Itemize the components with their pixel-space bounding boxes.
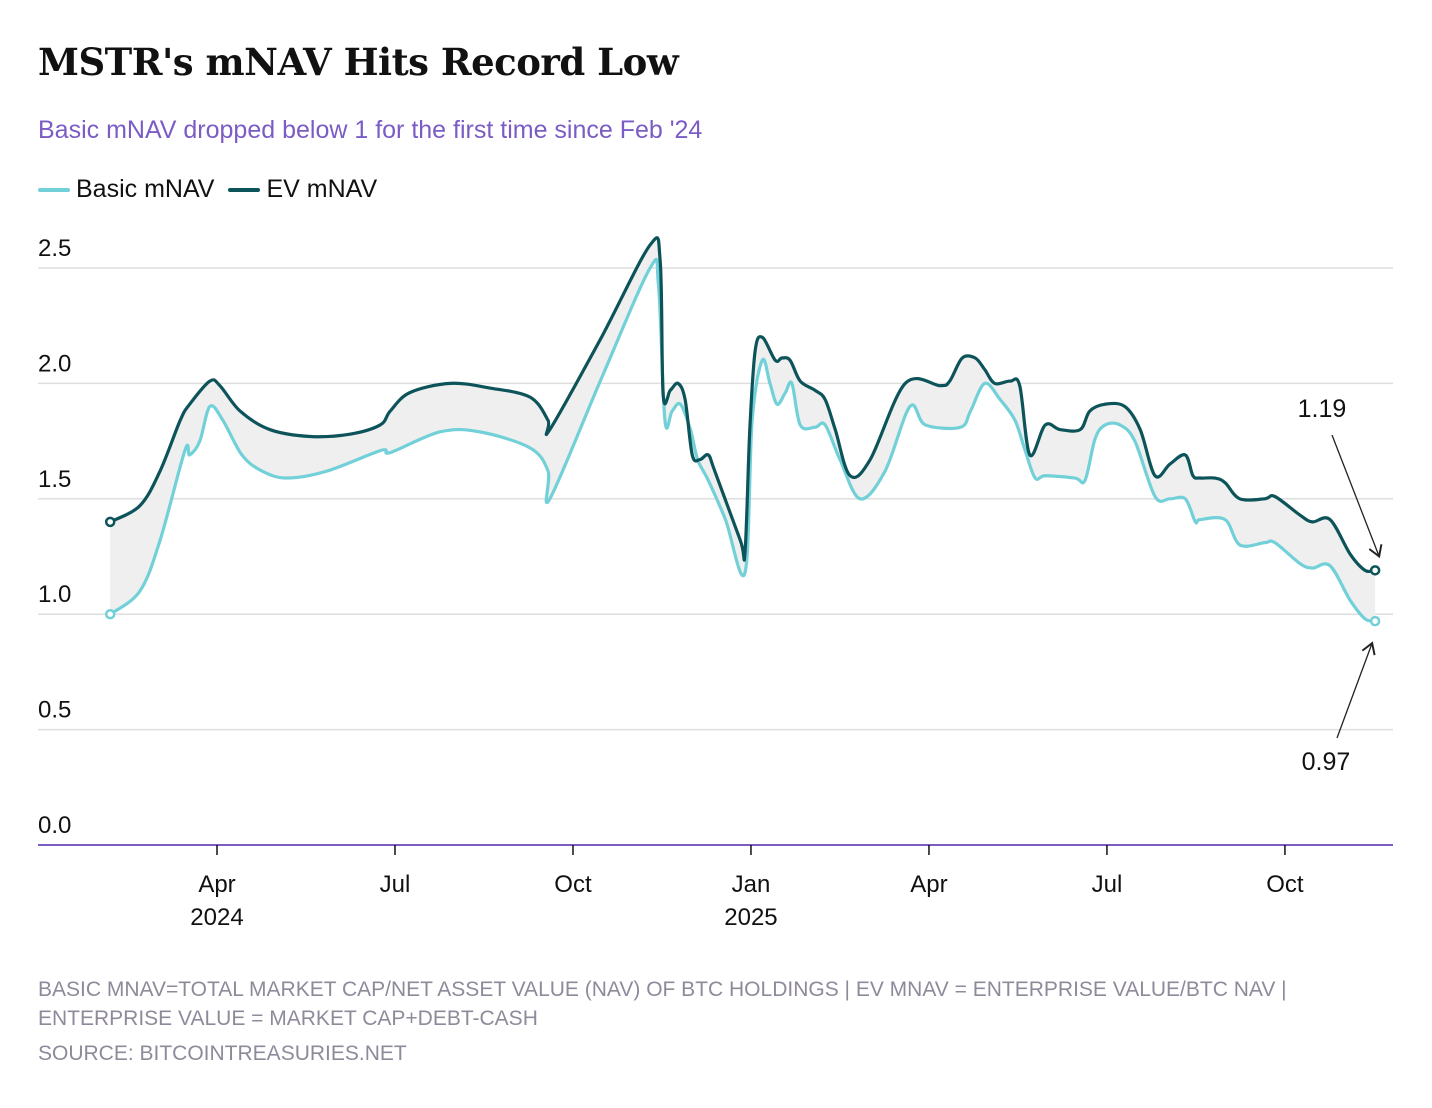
gap-band <box>110 237 1376 622</box>
x-tick-label: Oct <box>1266 871 1304 898</box>
chart-subtitle: Basic mNAV dropped below 1 for the first… <box>38 116 703 144</box>
legend: Basic mNAV EV mNAV <box>38 175 377 204</box>
x-tick-label: Jul <box>380 871 411 898</box>
annotation-basic-value: 0.97 <box>1302 748 1351 776</box>
end-point-marker <box>1369 565 1381 576</box>
source-note: SOURCE: BITCOINTREASURIES.NET <box>38 1042 407 1065</box>
legend-swatch-basic <box>38 187 70 192</box>
series-line-ev <box>109 236 1376 574</box>
annotation-arrow <box>1336 641 1376 739</box>
series-line-basic <box>109 257 1376 623</box>
x-tick-label: Jul <box>1092 871 1123 898</box>
legend-label-ev: EV mNAV <box>266 175 378 203</box>
y-tick-label: 1.5 <box>38 466 71 493</box>
x-tick-year: 2024 <box>190 904 243 931</box>
start-point-marker <box>104 516 116 528</box>
legend-item-ev: EV mNAV <box>228 175 377 204</box>
y-tick-label: 1.0 <box>38 581 71 608</box>
y-tick-label: 0.5 <box>38 697 71 724</box>
y-tick-label: 2.5 <box>38 235 71 262</box>
annotation-arrow <box>1331 434 1383 559</box>
x-tick-label: Jan <box>732 871 771 898</box>
legend-item-basic: Basic mNAV <box>38 175 214 204</box>
legend-label-basic: Basic mNAV <box>76 175 215 203</box>
x-tick-year: 2025 <box>724 904 777 931</box>
end-point-marker <box>1369 615 1381 627</box>
chart-title: MSTR's mNAV Hits Record Low <box>38 40 679 84</box>
start-point-marker <box>104 608 116 620</box>
x-tick-label: Oct <box>554 871 592 898</box>
y-tick-label: 2.0 <box>38 350 71 377</box>
x-tick-label: Apr <box>198 871 235 898</box>
annotation-ev-value: 1.19 <box>1298 395 1347 423</box>
legend-swatch-ev <box>228 187 261 192</box>
x-tick-label: Apr <box>910 871 947 898</box>
y-tick-label: 0.0 <box>38 812 71 839</box>
footnote: BASIC MNAV=TOTAL MARKET CAP/NET ASSET VA… <box>38 978 1287 1030</box>
